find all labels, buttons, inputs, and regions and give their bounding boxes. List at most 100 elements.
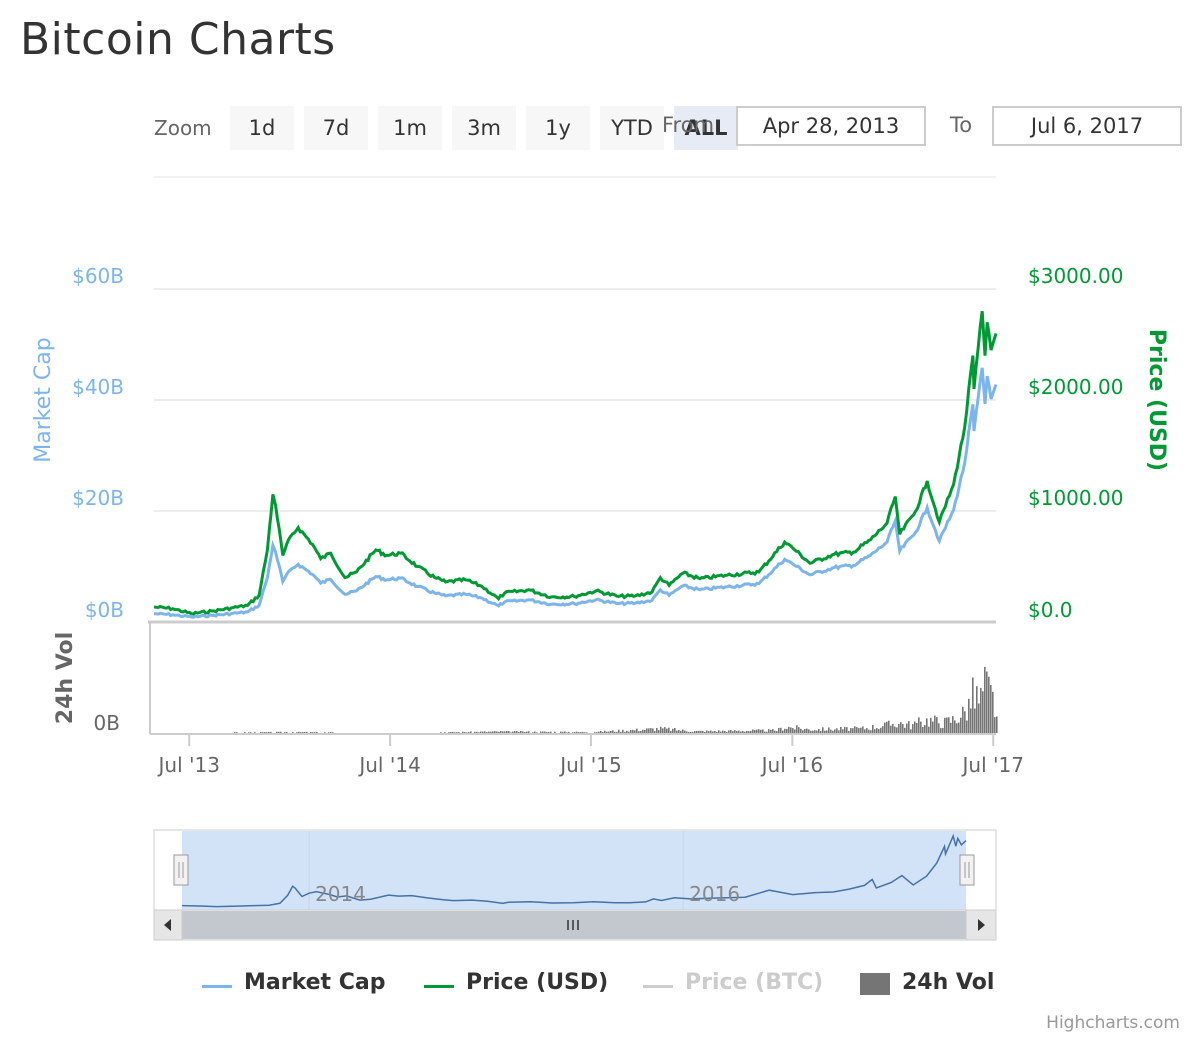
volume-bar: [838, 730, 840, 733]
credits-link[interactable]: Highcharts.com: [1046, 1013, 1180, 1033]
volume-bar: [630, 730, 632, 733]
y-left-tick-label: $0B: [85, 598, 124, 622]
navigator[interactable]: 2014 2016: [153, 829, 997, 911]
volume-bar: [468, 732, 470, 733]
legend-box-swatch: [860, 973, 890, 995]
volume-bar: [458, 732, 460, 733]
volume-bar: [686, 731, 688, 733]
volume-bar: [816, 730, 818, 733]
volume-bar: [928, 726, 930, 733]
volume-bar: [992, 691, 994, 733]
market-cap-line[interactable]: [153, 367, 998, 619]
volume-bar: [564, 731, 566, 733]
from-date-input[interactable]: [736, 106, 926, 146]
scrollbar[interactable]: [153, 909, 997, 941]
volume-bar: [486, 732, 488, 733]
volume-bar: [958, 722, 960, 733]
volume-bar: [596, 732, 598, 733]
zoom-3m-button[interactable]: 3m: [452, 106, 516, 150]
volume-bar: [808, 729, 810, 733]
volume-bar: [892, 723, 894, 733]
volume-bar: [952, 716, 954, 733]
volume-bar: [540, 731, 542, 733]
zoom-1d-button[interactable]: 1d: [230, 106, 294, 150]
scroll-right-button[interactable]: [965, 909, 997, 941]
volume-bar: [956, 723, 958, 733]
volume-bar: [730, 730, 732, 733]
volume-bar: [906, 723, 908, 733]
volume-bar: [612, 730, 614, 733]
volume-bar: [698, 730, 700, 733]
volume-bar: [522, 731, 524, 733]
volume-bar: [704, 732, 706, 733]
to-date-input[interactable]: [992, 106, 1182, 146]
volume-bar: [254, 732, 256, 733]
scrollbar-thumb[interactable]: [182, 911, 966, 939]
volume-bar: [628, 731, 630, 733]
navigator-mask[interactable]: [182, 831, 966, 910]
legend-line-swatch: [643, 985, 673, 988]
volume-bar: [806, 728, 808, 733]
volume-bar: [684, 730, 686, 733]
volume-bar: [668, 727, 670, 733]
volume-bar: [914, 721, 916, 733]
volume-bar: [822, 727, 824, 733]
volume-bar: [270, 731, 272, 733]
page-title: Bitcoin Charts: [20, 14, 336, 65]
volume-bar: [798, 727, 800, 733]
volume-bar: [856, 727, 858, 733]
volume-bar: [248, 732, 250, 733]
volume-bar: [758, 729, 760, 733]
legend-volume[interactable]: 24h Vol: [860, 970, 994, 995]
volume-bar: [648, 728, 650, 733]
price-usd-line[interactable]: [153, 311, 998, 616]
volume-bar: [848, 730, 850, 733]
volume-bar: [606, 731, 608, 733]
volume-bar: [880, 727, 882, 733]
zoom-7d-button[interactable]: 7d: [304, 106, 368, 150]
volume-bar: [602, 732, 604, 733]
legend-price-usd[interactable]: Price (USD): [424, 970, 608, 995]
zoom-1y-button[interactable]: 1y: [526, 106, 590, 150]
volume-bar: [650, 728, 652, 733]
zoom-all-button[interactable]: ALL: [674, 106, 738, 150]
volume-bar: [830, 729, 832, 733]
volume-bar: [922, 727, 924, 733]
scroll-left-button[interactable]: [153, 909, 183, 941]
volume-bar: [278, 731, 280, 733]
volume-axis-title: 24h Vol: [53, 632, 78, 724]
navigator-left-handle[interactable]: [173, 854, 189, 886]
volume-bar: [760, 729, 762, 733]
volume-bar: [502, 731, 504, 733]
volume-bar: [576, 731, 578, 733]
volume-bar: [702, 730, 704, 733]
volume-bar: [840, 727, 842, 733]
volume-bar: [284, 732, 286, 733]
volume-bar: [560, 731, 562, 733]
volume-bar: [748, 731, 750, 733]
volume-bar: [734, 730, 736, 733]
volume-bar: [926, 718, 928, 733]
volume-bar: [714, 731, 716, 733]
zoom-label: Zoom: [154, 116, 212, 140]
navigator-right-handle[interactable]: [959, 854, 975, 886]
volume-bar: [968, 698, 970, 733]
zoom-ytd-button[interactable]: YTD: [600, 106, 664, 150]
volume-bar: [494, 731, 496, 733]
zoom-1m-button[interactable]: 1m: [378, 106, 442, 150]
y-right-axis-title: Price (USD): [1144, 329, 1169, 471]
volume-bar: [646, 728, 648, 733]
volume-bar: [854, 726, 856, 733]
legend-market-cap[interactable]: Market Cap: [202, 970, 385, 995]
volume-bar: [264, 732, 266, 733]
volume-bar: [710, 730, 712, 733]
volume-bar: [476, 731, 478, 733]
legend-price-btc[interactable]: Price (BTC): [643, 970, 823, 995]
volume-bar: [498, 731, 500, 733]
volume-bar: [800, 728, 802, 733]
volume-bar: [298, 731, 300, 733]
y-right-tick-label: $3000.00: [1028, 264, 1123, 288]
volume-bar: [330, 732, 332, 733]
volume-bar: [886, 721, 888, 733]
